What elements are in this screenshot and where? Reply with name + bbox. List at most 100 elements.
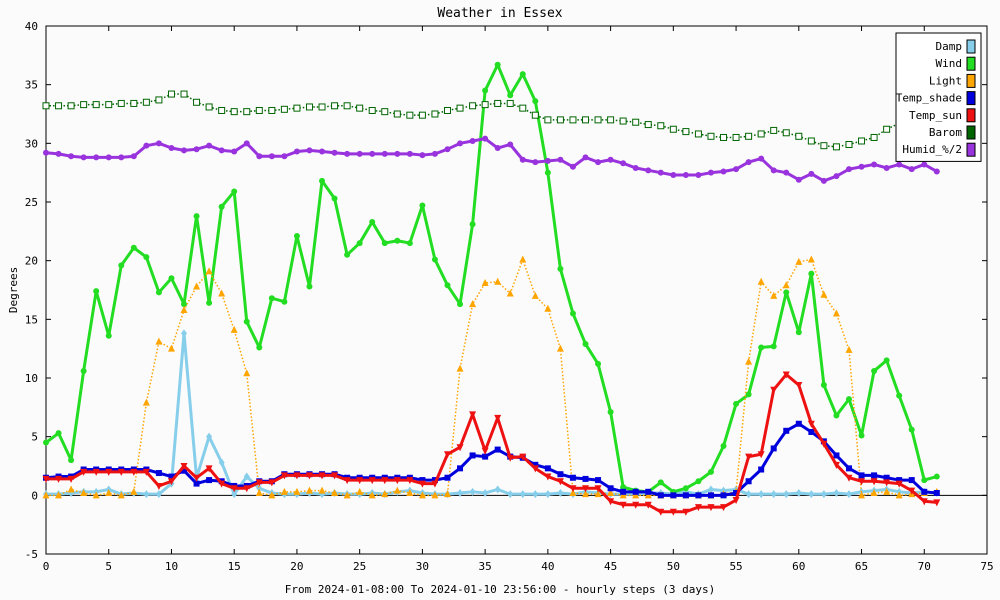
series-temp-shade-data-point: [155, 470, 162, 477]
series-wind-data-point: [620, 484, 627, 491]
legend: Damp Wind Light Temp_shade Temp_sun Barom Humi…: [895, 32, 982, 162]
series-light-data-point: [218, 289, 226, 297]
series-barom-data-point: [845, 141, 853, 149]
series-light-data-point: [356, 487, 364, 495]
series-wind: [43, 61, 940, 495]
series-temp-shade-data-point: [482, 453, 489, 460]
series-light-data-point: [883, 487, 891, 495]
series-barom-data-point: [117, 99, 125, 107]
chart-title: Weather in Essex: [437, 6, 562, 21]
series-humid-2-data-point: [494, 145, 501, 152]
series-temp-shade-data-point: [206, 477, 213, 484]
series-temp-sun-data-point: [105, 468, 113, 476]
series-barom-data-point: [519, 104, 527, 112]
series-humid-2-data-point: [356, 150, 363, 157]
series-wind-data-point: [381, 240, 388, 247]
series-damp-data-point: [494, 485, 501, 494]
series-light-data-point: [167, 344, 175, 352]
series-barom-data-point: [720, 133, 728, 141]
series-humid-2-data-point: [218, 147, 225, 154]
series-damp-data-point: [457, 488, 464, 497]
series-humid-2-data-point: [105, 154, 112, 161]
series-barom-data-point: [669, 125, 677, 133]
series-barom-data-point: [531, 111, 539, 119]
series-light-data-point: [80, 488, 88, 496]
series-barom-data-point: [431, 110, 439, 118]
series-barom-data-point: [770, 126, 778, 134]
x-tick-label: 15: [228, 560, 241, 573]
series-humid-2-data-point: [268, 153, 275, 160]
series-temp-sun-data-point: [707, 504, 715, 512]
x-tick-label: 40: [541, 560, 554, 573]
series-humid-2-data-point: [419, 152, 426, 159]
series-wind-data-point: [281, 298, 288, 305]
series-light-data-point: [845, 345, 853, 353]
series-humid-2-data-point: [707, 169, 714, 176]
series-humid-2-data-point: [595, 159, 602, 166]
series-light-data-point: [130, 487, 138, 495]
series-barom-data-point: [80, 101, 88, 109]
series-temp-sun-data-point: [870, 478, 878, 486]
series-humid-2-data-point: [168, 145, 175, 152]
series-humid-2-data-point: [507, 141, 514, 148]
legend-item-damp: Damp: [936, 39, 976, 54]
series-barom-data-point: [343, 102, 351, 110]
series-light-data-point: [431, 491, 439, 499]
series-barom-data-point: [218, 106, 226, 114]
series-light-data-point: [745, 357, 753, 365]
series-damp-data-point: [507, 490, 514, 499]
series-barom-data-point: [795, 132, 803, 140]
series-temp-sun-data-point: [820, 440, 828, 448]
series-light-data-point: [469, 300, 477, 308]
x-tick-label: 45: [604, 560, 617, 573]
legend-label: Temp_sun: [909, 109, 962, 122]
series-barom-data-point: [155, 96, 163, 104]
series-damp-data-point: [256, 484, 263, 493]
series-damp-data-point: [795, 488, 802, 497]
series-temp-shade-data-point: [469, 452, 476, 459]
y-tick-label: 30: [25, 137, 38, 150]
series-temp-sun-data-point: [807, 420, 815, 428]
series-temp-sun-data-point: [155, 482, 163, 490]
series-temp-shade-data-point: [682, 492, 689, 499]
series-humid-2-data-point: [43, 149, 49, 156]
series-temp-shade-data-point: [871, 472, 878, 479]
series-temp-shade-data-point: [845, 465, 852, 472]
series-temp-shade-data-point: [457, 465, 464, 472]
series-wind-data-point: [820, 382, 827, 389]
series-barom-data-point: [243, 108, 251, 116]
series-barom-data-point: [782, 129, 790, 137]
series-damp-data-point: [808, 490, 815, 499]
series-light-data-point: [318, 486, 326, 494]
series-temp-sun-data-point: [933, 499, 941, 507]
series-temp-sun-data-point: [55, 475, 63, 483]
series-barom-data-point: [494, 99, 502, 107]
series-wind-data-point: [431, 256, 438, 263]
series-light-data-point: [820, 290, 828, 298]
series-temp-sun-data-point: [556, 478, 564, 486]
series-wind-data-point: [557, 265, 564, 272]
series-wind-data-point: [319, 177, 326, 184]
series-wind-data-point: [256, 344, 263, 351]
legend-swatch: [966, 108, 976, 123]
series-humid-2-data-point: [431, 150, 438, 157]
series-light-data-point: [832, 309, 840, 317]
series-damp-data-point: [557, 488, 564, 497]
series-humid-2: [43, 135, 940, 184]
series-temp-shade-data-point: [582, 475, 589, 482]
series-barom-data-point: [167, 90, 175, 98]
series-light-data-point: [280, 487, 288, 495]
series-wind-data-point: [595, 360, 602, 367]
series-temp-shade-data-point: [795, 420, 802, 427]
legend-item-temp-shade: Temp_shade: [896, 91, 976, 106]
series-temp-sun-data-point: [356, 477, 364, 485]
series-barom: [42, 90, 941, 151]
series-damp-data-point: [758, 490, 765, 499]
series-barom-data-point: [619, 117, 627, 125]
series-wind-data-point: [883, 357, 890, 364]
series-humid-2-data-point: [381, 150, 388, 157]
series-wind-data-point: [143, 254, 150, 261]
series-wind-data-point: [218, 203, 225, 210]
